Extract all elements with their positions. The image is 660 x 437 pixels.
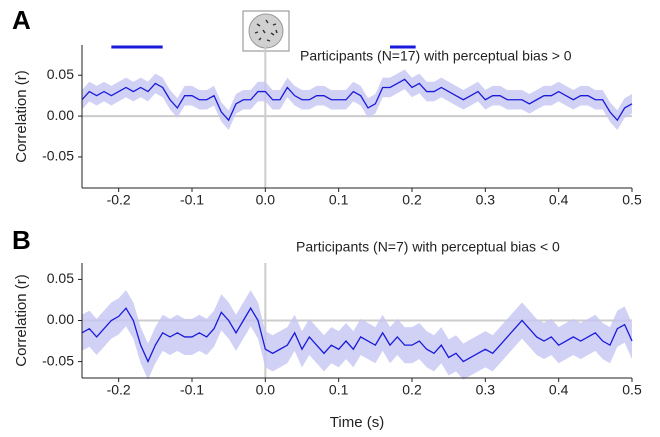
error-band [82, 69, 632, 130]
y-axis-title: Correlation (r) [13, 274, 30, 367]
x-tick-label: 0.0 [256, 192, 276, 208]
y-tick-label: 0.05 [47, 270, 74, 286]
x-tick-label: -0.2 [107, 382, 131, 398]
data-line [81, 78, 633, 122]
x-tick-label: 0.2 [402, 382, 422, 398]
annotation: Participants (N=7) with perceptual bias … [296, 239, 560, 255]
x-tick-label: -0.2 [107, 192, 131, 208]
panel-label: B [12, 225, 31, 255]
x-tick-label: 0.4 [549, 382, 569, 398]
x-tick-label: 0.4 [549, 192, 569, 208]
x-tick-label: 0.1 [329, 382, 349, 398]
y-tick-label: 0.05 [47, 66, 74, 82]
x-tick-label: 0.2 [402, 192, 422, 208]
x-tick-label: 0.1 [329, 192, 349, 208]
x-tick-label: -0.1 [180, 382, 204, 398]
x-tick-label: 0.5 [622, 192, 642, 208]
x-axis-title: Time (s) [330, 414, 384, 431]
x-tick-label: 0.3 [476, 382, 496, 398]
annotation: Participants (N=17) with perceptual bias… [300, 48, 572, 64]
stimulus-icon [242, 10, 290, 52]
y-tick-label: 0.00 [47, 311, 74, 327]
y-tick-label: 0.00 [47, 107, 74, 123]
panel-label: A [12, 5, 31, 35]
error-band [82, 290, 632, 380]
x-tick-label: 0.0 [256, 382, 276, 398]
x-tick-label: 0.5 [622, 382, 642, 398]
x-tick-label: -0.1 [180, 192, 204, 208]
x-tick-label: 0.3 [476, 192, 496, 208]
y-tick-label: -0.05 [42, 352, 74, 368]
data-line [81, 306, 633, 364]
y-tick-label: -0.05 [42, 148, 74, 164]
y-axis-title: Correlation (r) [13, 70, 30, 163]
